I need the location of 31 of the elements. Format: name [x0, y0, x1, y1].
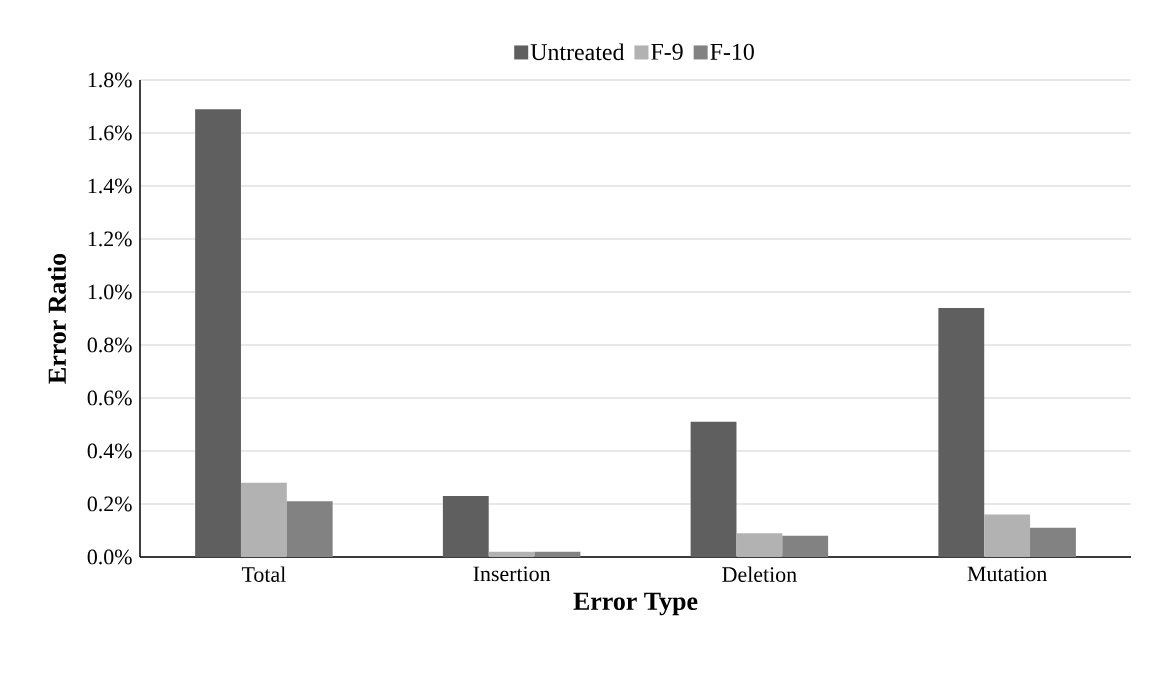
bar [736, 533, 783, 557]
x-tick-label: Deletion [722, 566, 797, 582]
y-tick-label: 1.6% [88, 125, 132, 141]
x-tick-label: Mutation [967, 566, 1047, 582]
y-tick-label: 1.8% [88, 72, 132, 88]
bar [1030, 527, 1076, 557]
y-axis-title: Error Ratio [47, 253, 66, 384]
legend-label: F-10 [710, 43, 754, 60]
y-tick-label: 1.2% [88, 231, 132, 247]
x-tick-label: Insertion [473, 566, 551, 582]
y-tick-label: 0.8% [87, 337, 132, 353]
bar [690, 421, 737, 557]
y-tick-label: 0.6% [87, 390, 132, 406]
legend-label: Untreated [530, 43, 625, 61]
bar [195, 109, 241, 557]
bar [534, 551, 581, 557]
bar [984, 514, 1031, 557]
y-tick-label: 1.4% [88, 178, 132, 194]
y-tick-label: 0.4% [87, 443, 132, 459]
bar [938, 307, 985, 557]
y-tick-label: 0.2% [87, 496, 132, 512]
x-axis-title: Error Type [573, 592, 698, 616]
bar [286, 501, 333, 557]
bar [488, 551, 535, 557]
bar [442, 496, 489, 557]
bar [240, 482, 287, 557]
bar [782, 535, 829, 557]
legend-label: F-9 [651, 43, 683, 60]
x-tick-label: Total [241, 566, 286, 582]
y-tick-label: 0.0% [87, 549, 132, 565]
y-tick-label: 1.0% [88, 284, 132, 300]
